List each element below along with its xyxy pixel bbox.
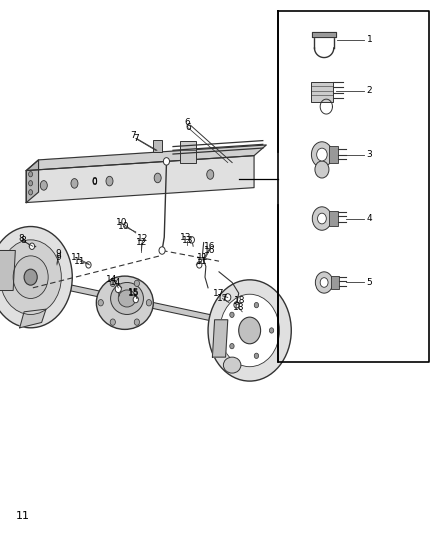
- Text: 14: 14: [106, 275, 118, 284]
- Text: 6: 6: [184, 118, 191, 127]
- Circle shape: [146, 300, 152, 306]
- Text: 7: 7: [133, 134, 139, 143]
- Circle shape: [13, 256, 48, 298]
- Polygon shape: [26, 145, 266, 171]
- Circle shape: [311, 142, 332, 167]
- Ellipse shape: [96, 276, 153, 329]
- Ellipse shape: [118, 290, 136, 307]
- Text: 18: 18: [234, 296, 246, 305]
- Text: 4: 4: [367, 214, 372, 223]
- Text: 14: 14: [110, 278, 121, 287]
- Circle shape: [29, 243, 35, 249]
- Text: 9: 9: [55, 249, 61, 258]
- Bar: [153, 140, 162, 152]
- Text: 10: 10: [118, 222, 130, 231]
- Text: 17: 17: [217, 294, 228, 303]
- Circle shape: [230, 343, 234, 349]
- Text: 11: 11: [15, 511, 29, 521]
- Text: 16: 16: [204, 243, 215, 251]
- FancyBboxPatch shape: [311, 82, 333, 102]
- Ellipse shape: [106, 176, 113, 186]
- Text: 7: 7: [131, 132, 137, 140]
- Circle shape: [189, 237, 194, 243]
- Text: 0: 0: [91, 177, 97, 185]
- Circle shape: [315, 272, 333, 293]
- Text: 12: 12: [137, 235, 148, 243]
- Text: 3: 3: [367, 150, 372, 159]
- Text: 2: 2: [367, 86, 372, 95]
- Bar: [180, 141, 196, 163]
- Text: 8: 8: [20, 237, 26, 245]
- Circle shape: [315, 161, 329, 178]
- Circle shape: [230, 312, 234, 318]
- Circle shape: [320, 278, 328, 287]
- Text: 15: 15: [128, 288, 139, 296]
- Circle shape: [0, 227, 72, 328]
- Text: 11: 11: [71, 253, 83, 262]
- Circle shape: [312, 207, 332, 230]
- Ellipse shape: [28, 172, 32, 177]
- Polygon shape: [26, 156, 254, 203]
- Bar: [329, 211, 338, 226]
- Circle shape: [225, 294, 231, 301]
- Text: 13: 13: [182, 237, 193, 245]
- Circle shape: [254, 302, 258, 308]
- Text: 1: 1: [367, 36, 372, 44]
- Circle shape: [115, 285, 121, 293]
- Circle shape: [24, 269, 37, 285]
- Circle shape: [133, 296, 138, 303]
- Circle shape: [254, 353, 258, 359]
- Circle shape: [163, 158, 170, 165]
- Circle shape: [86, 262, 91, 268]
- Polygon shape: [20, 309, 46, 328]
- Text: 12: 12: [136, 238, 147, 247]
- Circle shape: [134, 319, 139, 325]
- Text: 9: 9: [55, 253, 61, 262]
- Ellipse shape: [110, 282, 143, 314]
- Ellipse shape: [154, 173, 161, 183]
- Ellipse shape: [207, 169, 214, 179]
- Ellipse shape: [28, 190, 32, 195]
- Text: 18: 18: [233, 303, 244, 312]
- Polygon shape: [212, 320, 228, 357]
- Circle shape: [110, 319, 115, 325]
- Polygon shape: [26, 160, 39, 203]
- Ellipse shape: [40, 181, 47, 190]
- Text: 11: 11: [196, 257, 207, 265]
- Circle shape: [239, 317, 261, 344]
- Bar: [329, 146, 338, 163]
- Ellipse shape: [223, 357, 241, 373]
- Circle shape: [134, 280, 139, 287]
- Text: 5: 5: [367, 278, 372, 287]
- Circle shape: [0, 240, 61, 314]
- Text: 10: 10: [116, 219, 127, 227]
- Circle shape: [318, 213, 326, 224]
- Ellipse shape: [71, 179, 78, 188]
- Circle shape: [197, 262, 202, 268]
- Circle shape: [220, 294, 279, 367]
- Ellipse shape: [28, 181, 32, 186]
- Text: 0: 0: [91, 178, 97, 187]
- Circle shape: [208, 280, 291, 381]
- Circle shape: [98, 300, 103, 306]
- Circle shape: [234, 302, 239, 308]
- Circle shape: [269, 328, 274, 333]
- Text: 15: 15: [128, 289, 139, 297]
- Text: 17: 17: [213, 289, 225, 298]
- Circle shape: [159, 247, 165, 254]
- Text: 8: 8: [18, 235, 24, 243]
- Text: 11: 11: [197, 253, 208, 262]
- Bar: [331, 276, 339, 289]
- Text: 11: 11: [74, 257, 86, 265]
- Text: 6: 6: [185, 124, 191, 132]
- Text: 13: 13: [180, 233, 192, 241]
- Circle shape: [317, 148, 327, 161]
- Text: 16: 16: [204, 246, 215, 255]
- Polygon shape: [0, 251, 15, 290]
- Circle shape: [110, 280, 115, 287]
